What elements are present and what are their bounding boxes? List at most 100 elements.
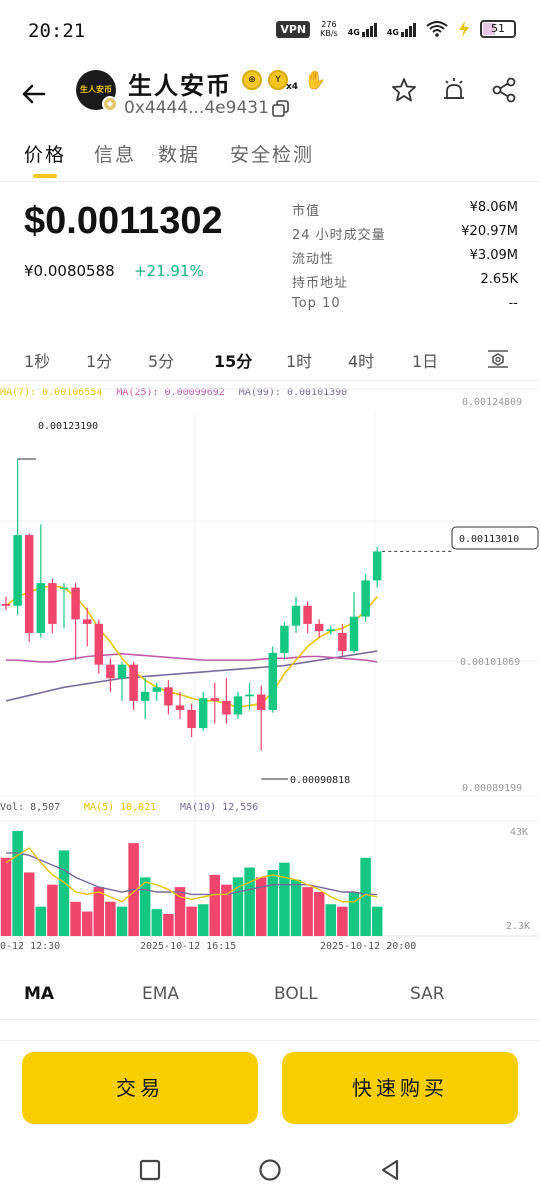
candle-body (268, 652, 278, 710)
ma25-line (6, 652, 378, 663)
volume-bar (12, 830, 23, 936)
tab-data[interactable]: 数据 (158, 144, 201, 166)
stat-row: 市值 ¥8.06M (292, 200, 518, 224)
interval-5m[interactable]: 5分 (148, 352, 175, 371)
volume-bar (221, 884, 232, 936)
ma99-line (5, 650, 378, 702)
volume-bar (267, 870, 279, 936)
interval-15m[interactable]: 15分 (214, 352, 253, 371)
status-time: 20:21 (28, 20, 86, 42)
indicator-sar[interactable]: SAR (410, 984, 445, 1004)
token-header: 生人安币 ◆ 生人安币 ⊕ Y x4 ✋ 0x4444...4e9431 (0, 62, 540, 126)
price-usd: $0.0011302 (24, 200, 223, 242)
volume-bar (244, 867, 255, 936)
tab-info[interactable]: 信息 (94, 144, 137, 166)
candle-body (82, 619, 92, 624)
battery-icon: 51 (480, 20, 516, 38)
candle-body (198, 698, 208, 729)
stat-row: Top 10 -- (292, 296, 518, 320)
volume-bar (290, 879, 302, 936)
candle-body (256, 694, 266, 710)
candle-body (59, 587, 69, 590)
volume-bar (325, 904, 337, 936)
chart-settings-icon[interactable] (486, 348, 510, 370)
candle-body (349, 616, 359, 652)
alert-bell-icon[interactable] (440, 76, 468, 104)
volume-bar (197, 904, 209, 936)
signal-icon-2: 4G (387, 21, 416, 37)
candle-body (326, 629, 336, 632)
trade-button[interactable]: 交易 (22, 1052, 258, 1124)
price-chart[interactable]: MA(7): 0.00106554 MA(25): 0.00099692 MA(… (0, 380, 540, 960)
candle-body (13, 535, 22, 606)
candle-body (36, 583, 46, 633)
candle-body (106, 664, 115, 679)
volume-bar (58, 850, 70, 936)
status-icons: VPN 276 KB/s 4G 4G 51 (276, 20, 516, 38)
stat-label: 流动性 (292, 252, 335, 267)
volume-bar (371, 906, 383, 936)
candle-body (222, 700, 231, 715)
volume-bar (186, 906, 197, 936)
candle-body (129, 664, 138, 701)
candle-body (291, 605, 301, 626)
interval-1s[interactable]: 1秒 (24, 352, 51, 371)
volume-bar (232, 877, 244, 936)
divider (0, 1040, 540, 1041)
volume-bar (337, 906, 348, 936)
interval-4h[interactable]: 4时 (348, 352, 375, 371)
tab-security[interactable]: 安全检测 (230, 144, 315, 166)
stat-label: 市值 (292, 204, 321, 219)
ma7-legend: MA(7): 0.00106554 (0, 387, 103, 398)
tab-price[interactable]: 价格 (24, 144, 67, 166)
stat-label: 24 小时成交量 (292, 228, 386, 243)
volume-bar (360, 857, 371, 936)
indicator-ma[interactable]: MA (24, 984, 55, 1004)
volume-bar (209, 874, 221, 936)
share-icon[interactable] (490, 76, 518, 104)
candle-body (245, 694, 254, 697)
ma7-line (5, 585, 378, 709)
volume-bar (255, 877, 267, 936)
stat-label: 持币地址 (292, 276, 349, 291)
candle-body (1, 603, 11, 606)
candle-body (117, 664, 127, 679)
recent-apps-icon[interactable] (138, 1158, 162, 1182)
main-tabs: 价格 信息 数据 安全检测 (0, 130, 540, 182)
header-actions (390, 76, 518, 104)
interval-1m[interactable]: 1分 (86, 352, 113, 371)
back-arrow-icon[interactable] (18, 78, 50, 110)
interval-1d[interactable]: 1日 (412, 352, 439, 371)
volume-bar (279, 862, 290, 936)
candle-body (303, 605, 312, 624)
volume-bar (163, 914, 174, 936)
quick-buy-button[interactable]: 快速购买 (282, 1052, 518, 1124)
candlestick-chart[interactable] (0, 381, 540, 961)
volume-bar (105, 901, 116, 936)
indicator-boll[interactable]: BOLL (274, 984, 318, 1004)
candle-body (175, 705, 185, 710)
network-speed: 276 KB/s (320, 20, 338, 38)
coin-badge-icon: ⊕ (242, 70, 262, 90)
volume-bar (348, 892, 360, 936)
indicator-ema[interactable]: EMA (142, 984, 180, 1004)
candle-body (94, 623, 104, 665)
home-icon[interactable] (258, 1158, 282, 1182)
copy-icon[interactable] (272, 100, 290, 118)
star-icon[interactable] (390, 76, 418, 104)
stat-value: ¥20.97M (461, 224, 518, 239)
candle-body (164, 687, 173, 706)
candle-body (233, 696, 243, 715)
volume-bar (23, 872, 35, 936)
signal-icon-1: 4G (348, 21, 377, 37)
contract-address: 0x4444...4e9431 (124, 98, 269, 118)
charging-icon (459, 21, 469, 37)
stat-label: Top 10 (292, 296, 341, 311)
back-nav-icon[interactable] (378, 1158, 402, 1182)
price-cny: ¥0.0080588 (24, 262, 115, 280)
candle-body (187, 709, 196, 729)
interval-1h[interactable]: 1时 (286, 352, 313, 371)
candle-body (152, 687, 162, 692)
volume-bar (313, 892, 325, 936)
system-nav-bar (0, 1148, 540, 1192)
